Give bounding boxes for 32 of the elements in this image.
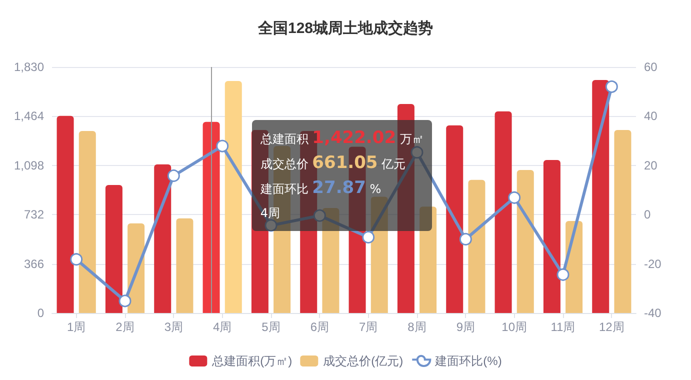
y-tick-label: 0 bbox=[37, 306, 44, 320]
x-tick-label: 5周 bbox=[262, 320, 280, 334]
y-tick-label: 1,830 bbox=[14, 60, 44, 74]
x-tick-label: 2周 bbox=[116, 320, 134, 334]
legend-label: 总建面积(万㎡) bbox=[211, 354, 292, 368]
y-tick-label: 366 bbox=[24, 256, 44, 271]
y-tick-label: 732 bbox=[24, 208, 44, 222]
x-tick-label: 10周 bbox=[502, 320, 528, 334]
x-tick-label: 4周 bbox=[212, 320, 232, 334]
annotation: 4周 bbox=[260, 205, 281, 222]
chart-title: 全国128城周土地成交趋势 bbox=[256, 19, 434, 37]
x-tick-label: 9周 bbox=[456, 320, 476, 334]
x-tick-label: 1周 bbox=[66, 320, 86, 334]
y2-tick-label: -20 bbox=[644, 256, 662, 271]
y2-tick-label: -40 bbox=[644, 306, 662, 320]
annotation: 建面环比 27.87 % bbox=[260, 178, 382, 198]
y-tick-label: 1,098 bbox=[14, 158, 44, 172]
y2-tick-label: 20 bbox=[644, 158, 658, 172]
y2-tick-label: 0 bbox=[644, 208, 651, 222]
x-tick-label: 8周 bbox=[408, 320, 426, 334]
x-tick-label: 7周 bbox=[358, 320, 378, 334]
annotation: 总建面积 1,422.02 万㎡ bbox=[260, 128, 424, 148]
x-tick-label: 12周 bbox=[598, 320, 624, 334]
x-tick-label: 6周 bbox=[310, 320, 330, 334]
annotation: 成交总价 661.05 亿元 bbox=[260, 153, 406, 173]
legend-label: 成交总价(亿元) bbox=[323, 354, 404, 368]
y-tick-label: 1,464 bbox=[14, 109, 44, 124]
y2-tick-label: 60 bbox=[644, 60, 658, 74]
legend-label: 建面环比(%) bbox=[434, 354, 502, 368]
y2-tick-label: 40 bbox=[644, 109, 658, 124]
x-tick-label: 3周 bbox=[164, 320, 184, 334]
x-tick-label: 11周 bbox=[550, 320, 576, 334]
